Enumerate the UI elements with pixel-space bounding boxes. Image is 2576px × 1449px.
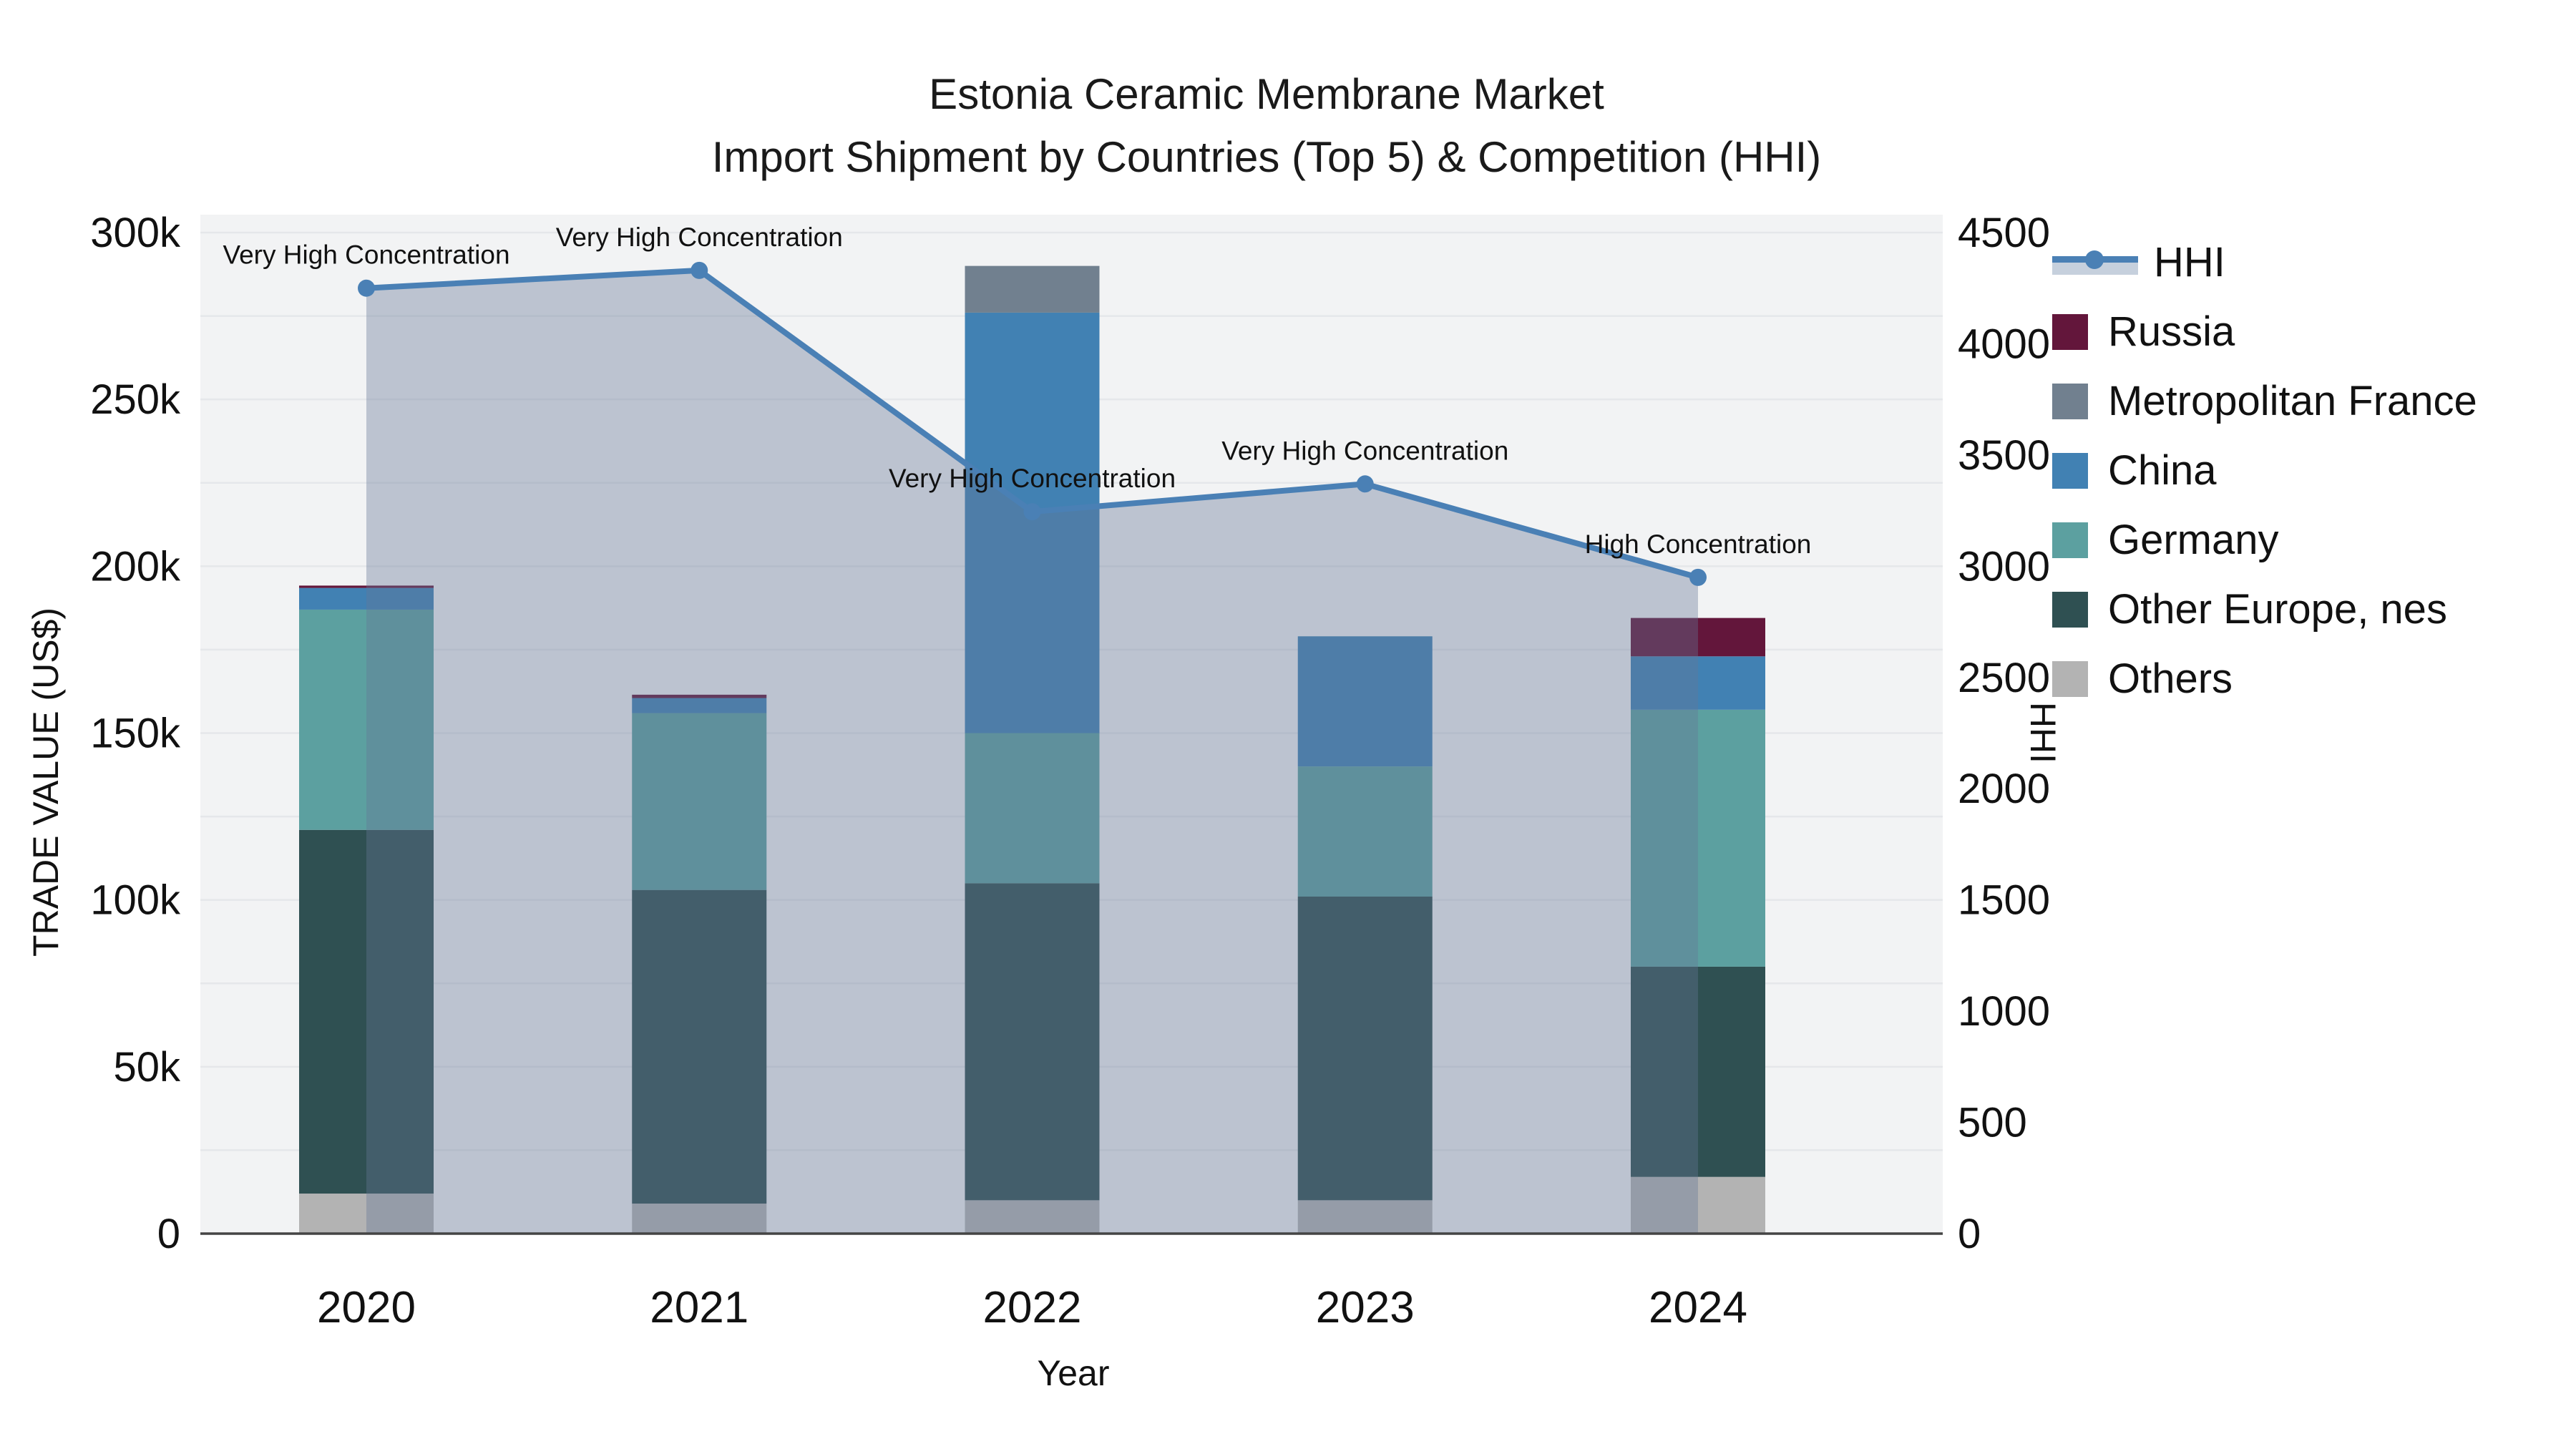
legend-swatch-icon: [2052, 313, 2088, 350]
hhi-marker-2020[interactable]: [358, 279, 375, 297]
y-right-tick-label: 4500: [1958, 210, 2050, 256]
legend-item-germany[interactable]: Germany: [2052, 505, 2477, 575]
y-left-tick-label: 50k: [113, 1044, 181, 1091]
legend-label: Others: [2108, 655, 2233, 702]
chart-title-line1: Estonia Ceramic Membrane Market: [929, 70, 1604, 118]
x-tick-label-2021: 2021: [650, 1283, 748, 1332]
bar-segment-2020-china[interactable]: [299, 587, 434, 610]
legend-label: Other Europe, nes: [2108, 586, 2447, 633]
legend: HHI Russia Metropolitan France China Germany…: [2052, 228, 2477, 713]
hhi-marker-2023[interactable]: [1356, 475, 1374, 493]
annotation-2023: Very High Concentration: [1221, 436, 1508, 465]
y-right-tick-label: 3000: [1958, 543, 2050, 590]
legend-item-china[interactable]: China: [2052, 436, 2477, 505]
bar-segment-2021-others[interactable]: [632, 1204, 767, 1234]
bar-segment-2022-germany[interactable]: [965, 733, 1100, 884]
hhi-marker-2024[interactable]: [1689, 568, 1707, 586]
bar-segment-2021-other-europe-nes[interactable]: [632, 889, 767, 1204]
bar-segment-2020-others[interactable]: [299, 1194, 434, 1234]
y-right-tick-label: 1000: [1958, 988, 2050, 1035]
legend-label: Germany: [2108, 517, 2279, 563]
y-left-tick-label: 150k: [90, 711, 181, 757]
y-right-tick-label: 2500: [1958, 655, 2050, 701]
hhi-marker-2021[interactable]: [691, 261, 708, 279]
bar-segment-2023-china[interactable]: [1297, 636, 1433, 767]
x-tick-label-2023: 2023: [1316, 1283, 1415, 1332]
bar-segment-2022-other-europe-nes[interactable]: [965, 883, 1100, 1201]
x-tick-label-2022: 2022: [983, 1283, 1082, 1332]
bar-segment-2021-russia[interactable]: [632, 694, 767, 698]
legend-label: HHI: [2154, 239, 2225, 286]
bar-segment-2023-germany[interactable]: [1297, 766, 1433, 897]
hhi-marker-2022[interactable]: [1023, 503, 1041, 521]
bar-segment-2024-china[interactable]: [1631, 656, 1765, 710]
y-left-tick-label: 100k: [90, 877, 181, 924]
y-left-tick-label: 0: [157, 1211, 180, 1257]
bar-segment-2023-other-europe-nes[interactable]: [1297, 897, 1433, 1201]
y-left-tick-label: 300k: [90, 210, 181, 256]
y-axis-title-left: TRADE VALUE (US$): [26, 607, 66, 957]
bar-segment-2020-russia[interactable]: [299, 585, 434, 588]
bar-segment-2024-others[interactable]: [1631, 1176, 1765, 1234]
legend-swatch-icon: [2052, 452, 2088, 489]
y-left-tick-label: 250k: [90, 376, 181, 423]
x-axis-title: Year: [1037, 1353, 1110, 1393]
legend-swatch-icon: [2052, 383, 2088, 419]
legend-swatch-icon: [2052, 522, 2088, 558]
legend-item-metropolitan-france[interactable]: Metropolitan France: [2052, 366, 2477, 436]
legend-swatch-icon: [2052, 591, 2088, 628]
annotation-2020: Very High Concentration: [223, 240, 509, 270]
bar-segment-2021-china[interactable]: [632, 698, 767, 713]
y-left-tick-label: 200k: [90, 543, 181, 590]
bar-segment-2022-others[interactable]: [965, 1200, 1100, 1234]
chart-title-line2: Import Shipment by Countries (Top 5) & C…: [711, 133, 1822, 181]
bar-segment-2024-russia[interactable]: [1631, 618, 1765, 657]
y-right-tick-label: 0: [1958, 1211, 1981, 1257]
y-right-tick-label: 2000: [1958, 766, 2050, 812]
bar-segment-2023-others[interactable]: [1297, 1200, 1433, 1234]
y-right-tick-label: 500: [1958, 1100, 2027, 1146]
legend-item-others[interactable]: Others: [2052, 644, 2477, 713]
legend-item-other-europe-nes[interactable]: Other Europe, nes: [2052, 575, 2477, 644]
legend-swatch-line-icon: [2052, 250, 2138, 275]
legend-item-russia[interactable]: Russia: [2052, 297, 2477, 366]
bar-segment-2021-germany[interactable]: [632, 713, 767, 890]
y-right-tick-label: 4000: [1958, 321, 2050, 367]
annotation-2021: Very High Concentration: [556, 223, 843, 252]
bar-segment-2020-other-europe-nes[interactable]: [299, 829, 434, 1194]
annotation-2024: High Concentration: [1585, 530, 1812, 559]
y-right-tick-label: 3500: [1958, 432, 2050, 479]
hhi-area-fill: [366, 270, 1698, 1234]
x-tick-label-2024: 2024: [1649, 1283, 1747, 1332]
x-tick-label-2020: 2020: [317, 1283, 416, 1332]
legend-item-hhi[interactable]: HHI: [2052, 228, 2477, 297]
y-right-tick-label: 1500: [1958, 877, 2050, 924]
chart-title: Estonia Ceramic Membrane Market Import S…: [601, 63, 1932, 189]
bar-segment-2024-other-europe-nes[interactable]: [1631, 966, 1765, 1177]
annotation-2022: Very High Concentration: [889, 464, 1176, 493]
legend-swatch-icon: [2052, 660, 2088, 697]
legend-label: Metropolitan France: [2108, 378, 2477, 424]
bar-segment-2020-germany[interactable]: [299, 609, 434, 830]
bar-segment-2022-china[interactable]: [965, 312, 1100, 733]
bar-segment-2022-metropolitan-france[interactable]: [965, 265, 1100, 313]
bar-segment-2024-germany[interactable]: [1631, 709, 1765, 967]
legend-label: Russia: [2108, 308, 2235, 355]
legend-label: China: [2108, 447, 2217, 494]
